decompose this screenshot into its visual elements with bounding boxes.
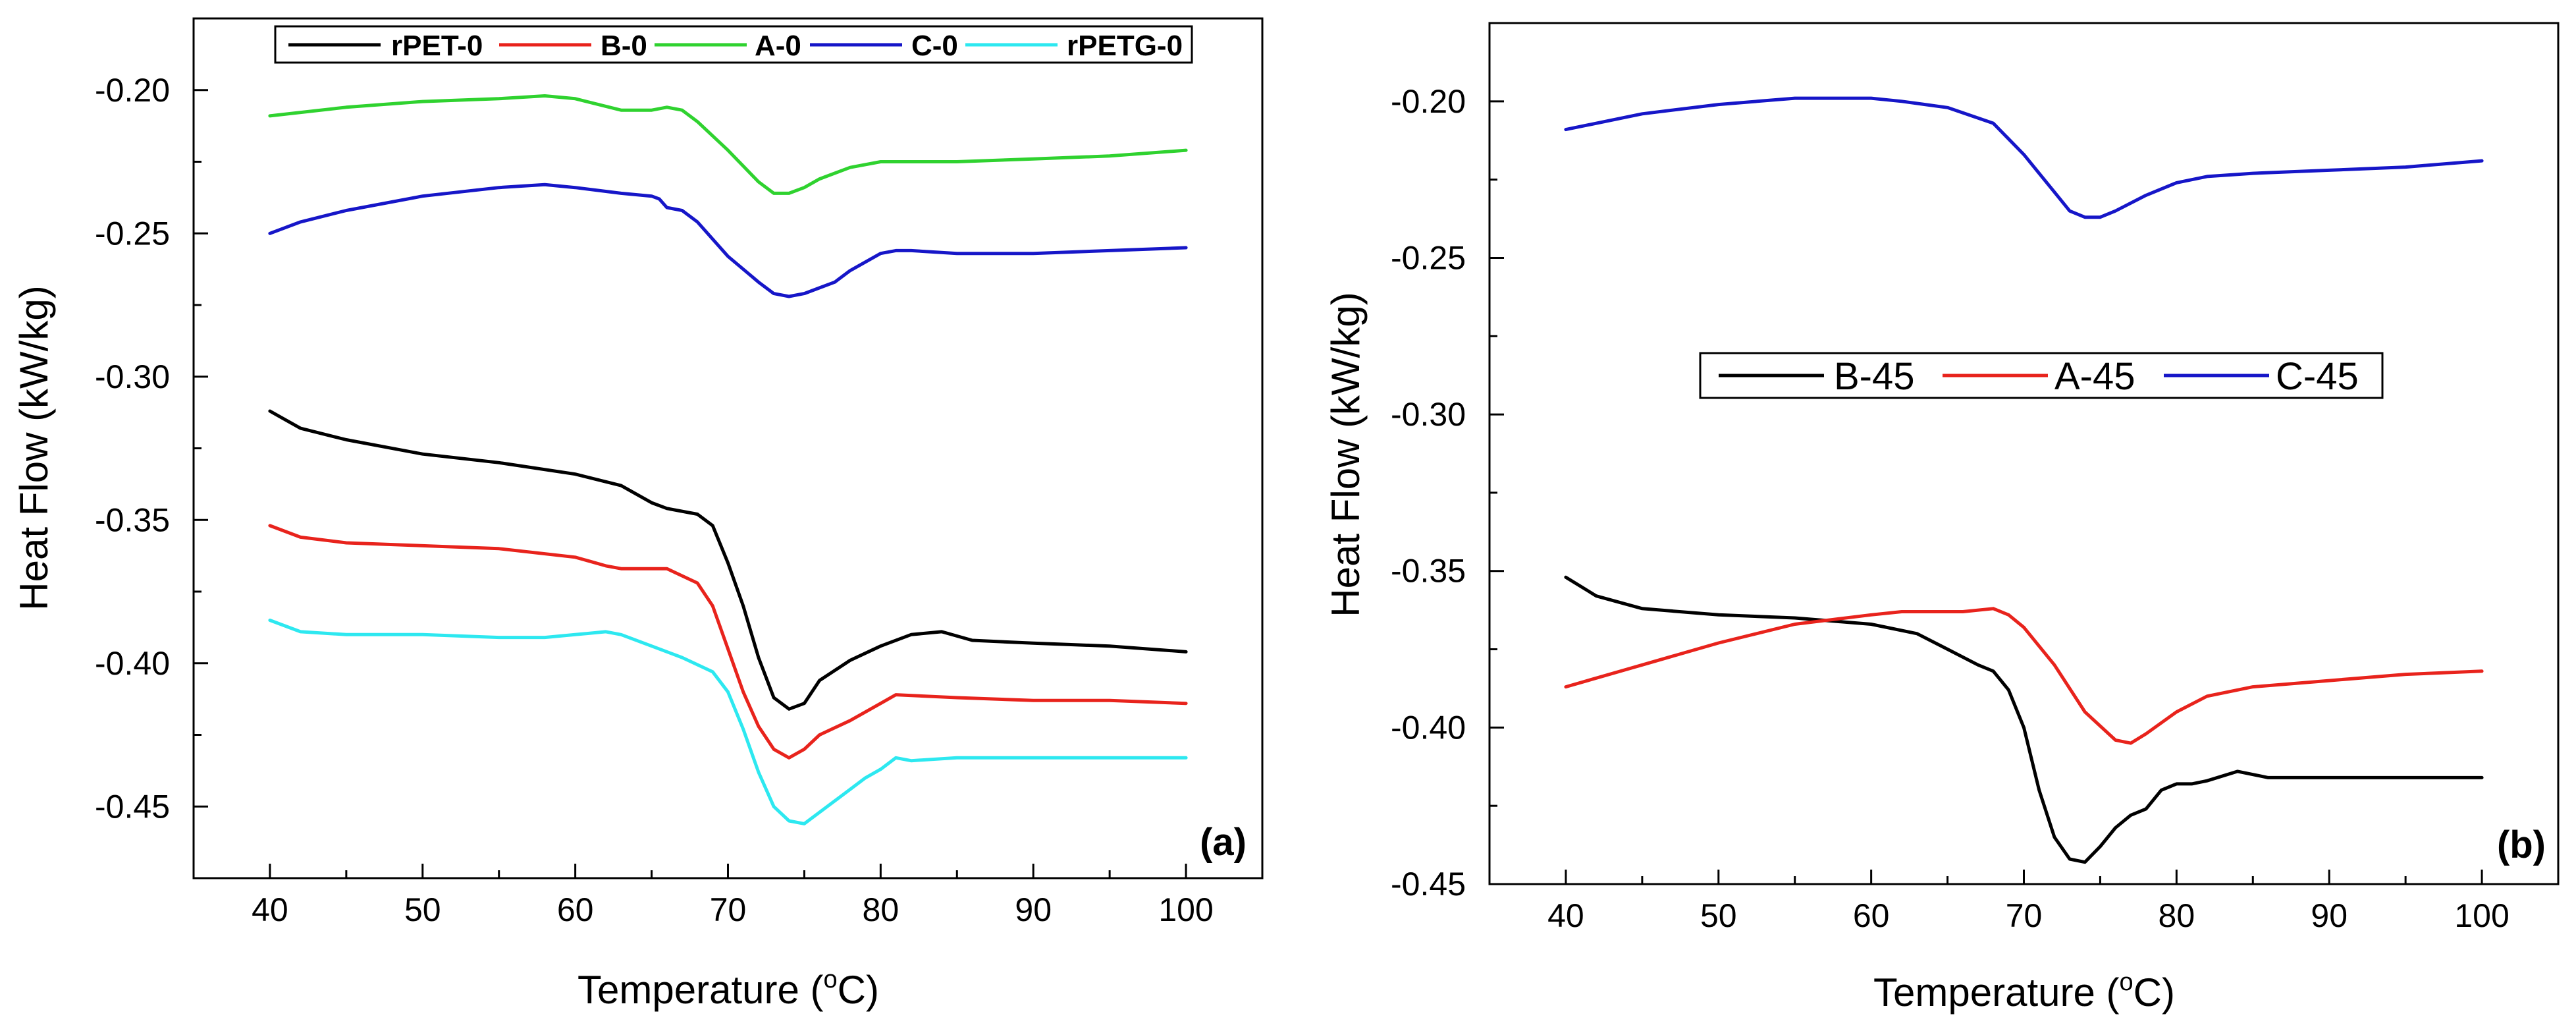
y-tick-label: -0.40 bbox=[95, 645, 170, 682]
y-tick-label: -0.35 bbox=[1391, 553, 1466, 590]
x-tick-label: 60 bbox=[1853, 897, 1890, 934]
x-tick-label: 70 bbox=[710, 891, 747, 928]
ticks-b: 40 50 60 70 80 90 100 -0.45 -0.40 -0.35 -0.30 -0.25… bbox=[1391, 22, 2509, 934]
y-tick-label: -0.20 bbox=[1391, 83, 1466, 120]
legend-label-a-45: A-45 bbox=[2054, 355, 2135, 398]
y-tick-label: -0.25 bbox=[1391, 239, 1466, 276]
chart-panel-b: 40 50 60 70 80 90 100 -0.45 -0.40 -0.35 -0.30 -0.25… bbox=[1324, 22, 2560, 1015]
series-group-b bbox=[1564, 96, 2484, 864]
y-tick-label: -0.40 bbox=[1391, 709, 1466, 746]
x-tick-label: 50 bbox=[1700, 897, 1737, 934]
legend-label-c-45: C-45 bbox=[2276, 355, 2359, 398]
y-tick-label: -0.30 bbox=[1391, 396, 1466, 433]
series-line-a-0 bbox=[268, 94, 1188, 195]
y-tick-label: -0.35 bbox=[95, 501, 170, 538]
series-line-c-45 bbox=[1564, 96, 2484, 219]
x-tick-label: 70 bbox=[2006, 897, 2043, 934]
x-axis-label-b: Temperature (oC) bbox=[1873, 968, 2175, 1015]
legend-label-b-0: B-0 bbox=[601, 30, 647, 62]
ticks-a: 40 50 60 70 80 90 100 -0.45 -0.40 -0.35 -0.30 -0.25… bbox=[95, 17, 1214, 928]
x-tick-label: 100 bbox=[1158, 891, 1213, 928]
legend-label-rpetg-0: rPETG-0 bbox=[1067, 30, 1183, 62]
y-tick-label: -0.30 bbox=[95, 358, 170, 395]
x-tick-label: 80 bbox=[863, 891, 899, 928]
legend-label-c-0: C-0 bbox=[911, 30, 958, 62]
plot-frame-a bbox=[192, 17, 1264, 879]
series-line-rpetg-0 bbox=[268, 619, 1188, 825]
series-group-a bbox=[268, 94, 1188, 825]
x-axis-label-a: Temperature (oC) bbox=[577, 966, 879, 1012]
legend-label-a-0: A-0 bbox=[755, 30, 801, 62]
x-tick-label: 40 bbox=[1547, 897, 1584, 934]
x-tick-label: 60 bbox=[557, 891, 594, 928]
legend-a: rPET-0 B-0 A-0 C-0 rPETG-0 bbox=[274, 25, 1193, 64]
y-axis-label-b: Heat Flow (kW/kg) bbox=[1324, 292, 1368, 617]
x-tick-label: 90 bbox=[1015, 891, 1052, 928]
series-line-b-0 bbox=[268, 524, 1188, 760]
panel-label-b: (b) bbox=[2497, 823, 2546, 866]
panel-label-a: (a) bbox=[1200, 821, 1247, 864]
x-tick-label: 50 bbox=[404, 891, 441, 928]
y-tick-label: -0.45 bbox=[1391, 866, 1466, 903]
legend-label-rpet-0: rPET-0 bbox=[391, 30, 483, 62]
y-axis-label-a: Heat Flow (kW/kg) bbox=[12, 285, 56, 610]
y-tick-label: -0.45 bbox=[95, 788, 170, 825]
chart-panel-a: 40 50 60 70 80 90 100 -0.45 -0.40 -0.35 -0.30 -0.25… bbox=[12, 17, 1264, 1012]
x-tick-label: 90 bbox=[2311, 897, 2348, 934]
series-line-b-45 bbox=[1564, 575, 2484, 864]
y-tick-label: -0.20 bbox=[95, 72, 170, 109]
legend-label-b-45: B-45 bbox=[1834, 355, 1915, 398]
series-line-c-0 bbox=[268, 182, 1188, 298]
series-line-rpet-0 bbox=[268, 409, 1188, 711]
x-tick-label: 100 bbox=[2454, 897, 2509, 934]
legend-b: B-45 A-45 C-45 bbox=[1699, 352, 2384, 399]
y-tick-label: -0.25 bbox=[95, 215, 170, 252]
series-line-a-45 bbox=[1564, 607, 2484, 745]
x-tick-label: 80 bbox=[2159, 897, 2195, 934]
x-tick-label: 40 bbox=[252, 891, 288, 928]
